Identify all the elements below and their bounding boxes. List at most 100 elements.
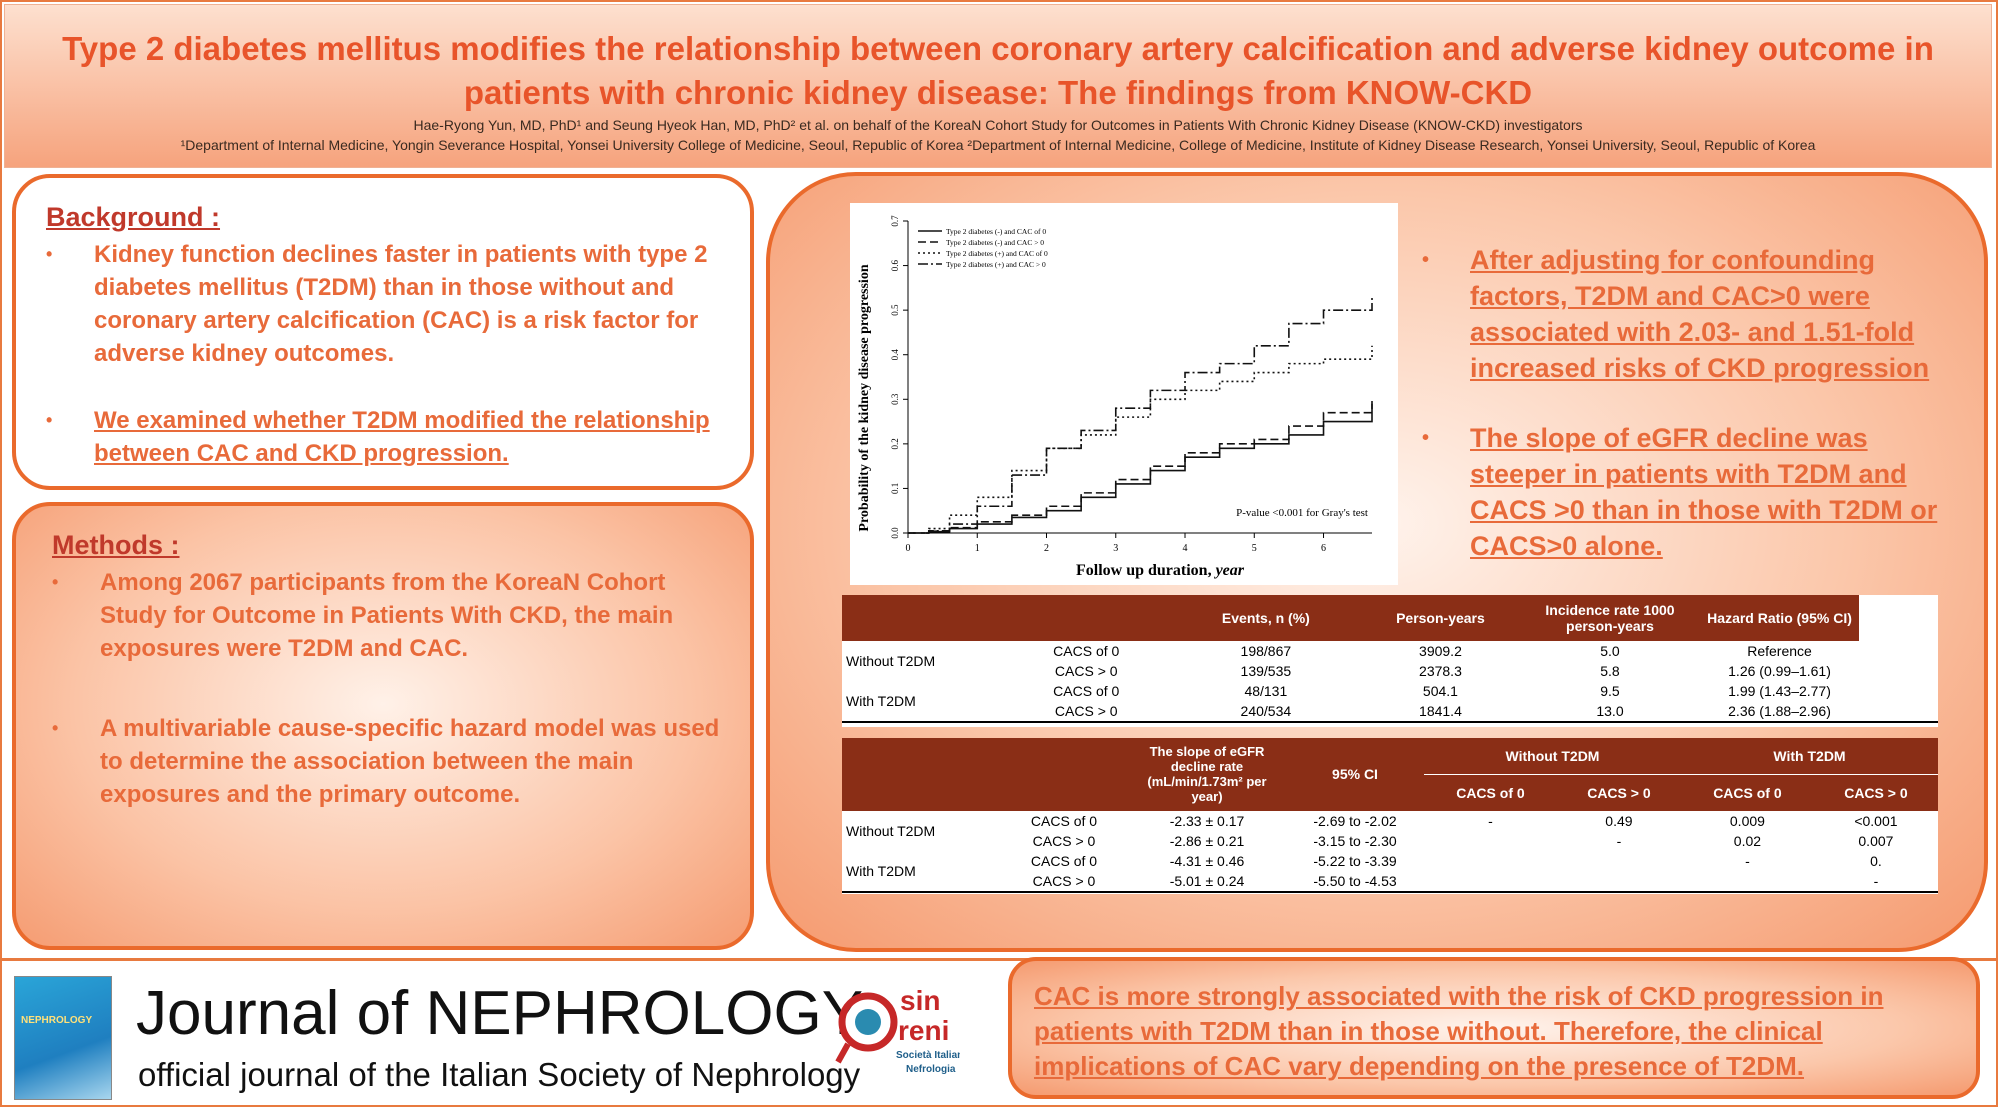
table-cell: CACS > 0 [1032,832,1096,849]
journal-name: Journal of NEPHROLOGY [136,979,864,1048]
table-cell: 3909.2 [1419,643,1462,659]
y-tick-label: 0.3 [890,393,900,405]
table-cell: CACS of 0 [1053,683,1120,699]
table-cell: 5.0 [1600,643,1620,659]
x-tick-label: 1 [975,543,980,554]
logo-text: sin [900,985,940,1016]
x-label-main: Follow up duration, [1076,562,1216,579]
logo-handle-icon [835,1042,851,1064]
table-header: Person-years [1360,595,1521,641]
logo-sub2: Nefrologia [906,1064,956,1075]
table-row: With T2DM CACS of 0 -4.31 ± 0.46 -5.22 t… [842,851,1938,879]
results-bullet-text: The slope of eGFR decline was steeper in… [1470,423,1938,561]
series-line-3 [908,345,1373,534]
y-tick-label: 0.5 [890,304,900,316]
table-cell: CACS > 0 [1032,872,1096,889]
table-header: Hazard Ratio (95% CI) [1699,595,1860,641]
x-tick-label: 0 [906,543,911,554]
table-cell: With T2DM [846,862,916,879]
poster-title: Type 2 diabetes mellitus modifies the re… [62,30,1934,111]
series-line-2 [908,399,1373,534]
methods-bullet-text: A multivariable cause-specific hazard mo… [100,715,720,808]
logo-ring-icon [838,992,898,1052]
table-row: CACS > 0 -5.01 ± 0.24 -5.50 to -4.53 - [842,871,1938,892]
chart-xlabel: Follow up duration, year [1076,562,1245,579]
legend-label: Type 2 diabetes (+) and CAC of 0 [946,249,1048,258]
poster-header: Type 2 diabetes mellitus modifies the re… [4,4,1992,168]
chart-legend: Type 2 diabetes (-) and CAC of 0 Type 2 d… [918,227,1048,269]
chart-ylabel: Probability of the kidney disease progre… [857,264,872,531]
logo-core-icon [855,1009,881,1035]
sin-society-logo: sin reni Società Italiana Nefrologia [835,985,960,1075]
logo-sub: Società Italiana [896,1050,960,1061]
table-cell: 504.1 [1422,683,1458,699]
footer-divider [0,958,1998,961]
bullet-dot: • [52,718,59,738]
table-cell [1859,661,1938,681]
table-header [842,595,1002,641]
hazard-ratio-table: Events, n (%) Person-years Incidence rat… [842,595,1938,727]
y-tick-label: 0.6 [890,259,900,271]
methods-panel: Methods : • Among 2067 participants from… [12,502,754,950]
affiliations: ¹Department of Internal Medicine, Yongin… [180,137,1816,153]
table-cell: - [1488,812,1493,829]
table-cell: CACS of 0 [1053,643,1120,659]
table-cell: CACS of 0 [1030,812,1098,829]
y-tick-label: 0.1 [890,483,900,494]
egfr-slope-table: The slope of eGFR decline rate (mL/min/1… [842,738,1938,894]
table-cell [1681,871,1814,892]
x-tick-label: 5 [1252,543,1257,554]
table-cell: -4.31 ± 0.46 [1169,852,1245,869]
table-header: Events, n (%) [1171,595,1361,641]
y-tick-label: 0.2 [890,438,900,449]
table-cell [1557,851,1681,871]
cover-title: NEPHROLOGY [21,1015,93,1026]
table-cell: 13.0 [1596,703,1624,719]
y-tick-label: 0.0 [890,527,900,539]
background-bullet-text: We examined whether T2DM modified the re… [94,407,710,467]
table-header-blank [1000,738,1128,811]
table-cell [1859,641,1938,661]
table-cell: 0.02 [1733,832,1762,849]
methods-bullet-2: • A multivariable cause-specific hazard … [52,712,732,822]
table-cell: -5.22 to -3.39 [1313,852,1397,869]
bullet-dot: • [1422,249,1430,271]
table-cell: -2.69 to -2.02 [1313,812,1397,829]
results-bullet-1: • After adjusting for confounding factor… [1422,242,1942,392]
background-panel: Background : • Kidney function declines … [12,174,754,490]
bullet-dot: • [52,572,59,592]
background-title: Background : [46,202,221,232]
table-row: Without T2DM CACS of 0 -2.33 ± 0.17 -2.6… [842,811,1938,839]
x-label-unit: year [1214,562,1245,579]
legend-label: Type 2 diabetes (-) and CAC > 0 [946,238,1044,247]
conclusion-text: CAC is more strongly associated with the… [1034,981,1884,1081]
table-cell: Without T2DM [846,822,936,839]
table-row: Without T2DM CACS of 0 198/867 3909.2 5.… [842,641,1938,669]
table-cell: Reference [1747,643,1812,659]
table-cell: 198/867 [1240,643,1292,659]
background-bullet-text: Kidney function declines faster in patie… [94,241,708,367]
background-bullet-1: • Kidney function declines faster in pat… [46,238,726,378]
table-cell [1424,871,1557,892]
table-header: CACS > 0 [1813,774,1938,811]
table-header: The slope of eGFR decline rate (mL/min/1… [1128,738,1286,811]
table-cell [1424,851,1557,871]
table-cell: -2.33 ± 0.17 [1169,812,1245,829]
table-cell: CACS of 0 [1030,852,1098,869]
table-header: CACS of 0 [1424,774,1557,811]
table-cell: 1841.4 [1419,703,1462,719]
journal-cover-image: NEPHROLOGY [14,976,112,1100]
journal-subtitle: official journal of the Italian Society … [138,1056,861,1093]
table-cell: 2.36 (1.88–2.96) [1728,703,1831,719]
table-cell: -3.15 to -2.30 [1313,832,1397,849]
legend-label: Type 2 diabetes (+) and CAC > 0 [946,260,1046,269]
table-header [1001,595,1171,641]
methods-title: Methods : [52,530,180,560]
table-cell: <0.001 [1854,812,1898,829]
table-header-blank [842,738,1000,811]
table-cell: -2.86 ± 0.21 [1169,832,1245,849]
bullet-dot: • [1422,427,1430,449]
chart-lines [908,296,1373,534]
conclusion-box: CAC is more strongly associated with the… [1008,957,1980,1099]
series-line-4 [908,296,1373,534]
